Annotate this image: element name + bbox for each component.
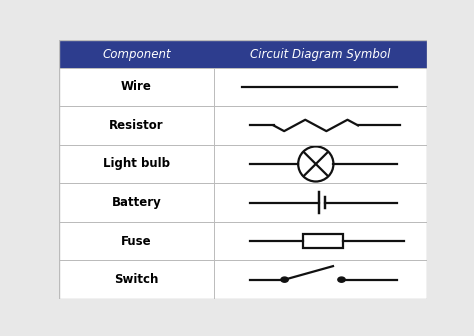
Circle shape [281, 277, 288, 282]
Text: Light bulb: Light bulb [103, 158, 170, 170]
Text: Switch: Switch [114, 273, 159, 286]
Bar [59, 40, 427, 68]
Bar [59, 68, 427, 106]
Bar [59, 260, 427, 299]
Text: Battery: Battery [111, 196, 161, 209]
Text: Resistor: Resistor [109, 119, 164, 132]
Bar [59, 183, 427, 222]
Text: Circuit Diagram Symbol: Circuit Diagram Symbol [250, 47, 390, 60]
Text: Fuse: Fuse [121, 235, 152, 248]
Bar [59, 106, 427, 145]
Text: Component: Component [102, 47, 171, 60]
Bar [59, 145, 427, 183]
Text: Wire: Wire [121, 80, 152, 93]
Bar [59, 222, 427, 260]
Circle shape [338, 277, 345, 282]
Bar [303, 234, 343, 248]
